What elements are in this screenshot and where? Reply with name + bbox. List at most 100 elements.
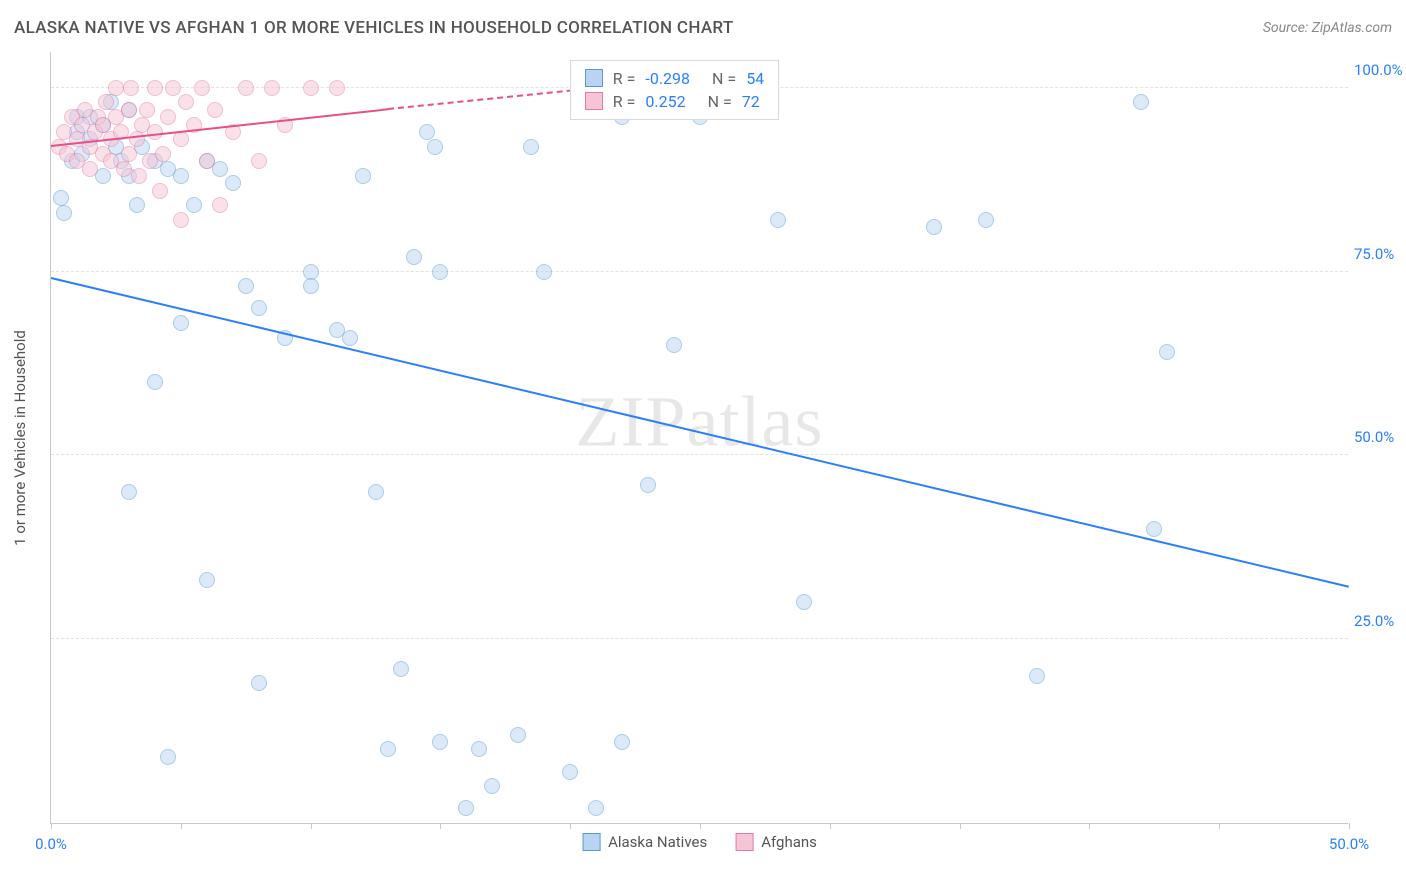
x-tick	[1349, 823, 1350, 829]
data-point	[56, 205, 72, 221]
x-tick	[181, 823, 182, 829]
gridline	[51, 271, 1348, 272]
data-point	[303, 278, 319, 294]
data-point	[131, 168, 147, 184]
data-point	[303, 80, 319, 96]
data-point	[147, 374, 163, 390]
data-point	[1146, 521, 1162, 537]
data-point	[406, 249, 422, 265]
data-point	[588, 800, 604, 816]
data-point	[82, 161, 98, 177]
regression-line	[51, 277, 1349, 588]
data-point	[562, 764, 578, 780]
data-point	[129, 131, 145, 147]
data-point	[484, 778, 500, 794]
data-point	[116, 161, 132, 177]
data-point	[160, 749, 176, 765]
legend-label: Afghans	[761, 833, 817, 851]
data-point	[393, 661, 409, 677]
stats-row: R = 0.252N = 72	[585, 90, 764, 113]
data-point	[251, 675, 267, 691]
data-point	[212, 197, 228, 213]
x-tick	[960, 823, 961, 829]
data-point	[432, 734, 448, 750]
x-tick	[1089, 823, 1090, 829]
x-tick	[700, 823, 701, 829]
stat-n-label: N =	[708, 92, 732, 111]
data-point	[147, 124, 163, 140]
data-point	[432, 264, 448, 280]
data-point	[186, 197, 202, 213]
x-tick	[51, 823, 52, 829]
legend-item: Afghans	[735, 833, 817, 851]
data-point	[264, 80, 280, 96]
data-point	[129, 197, 145, 213]
data-point	[173, 212, 189, 228]
data-point	[173, 168, 189, 184]
stat-n-value: 72	[742, 92, 760, 111]
data-point	[225, 175, 241, 191]
stat-r-value: -0.298	[645, 69, 690, 88]
data-point	[978, 212, 994, 228]
data-point	[510, 727, 526, 743]
data-point	[926, 219, 942, 235]
data-point	[199, 572, 215, 588]
x-tick	[1219, 823, 1220, 829]
stats-row: R = -0.298 N = 54	[585, 67, 764, 90]
data-point	[1133, 94, 1149, 110]
data-point	[458, 800, 474, 816]
data-point	[178, 94, 194, 110]
stat-r-label: R =	[613, 69, 636, 88]
data-point	[147, 80, 163, 96]
data-point	[536, 264, 552, 280]
source-label: Source: ZipAtlas.com	[1263, 20, 1392, 36]
data-point	[165, 80, 181, 96]
data-point	[342, 330, 358, 346]
stat-n-label: N =	[712, 69, 736, 88]
data-point	[121, 484, 137, 500]
y-tick-label: 100.0%	[1354, 61, 1406, 79]
data-point	[139, 102, 155, 118]
data-point	[251, 300, 267, 316]
bottom-legend: Alaska Natives Afghans	[582, 833, 817, 851]
data-point	[471, 741, 487, 757]
data-point	[303, 264, 319, 280]
data-point	[238, 80, 254, 96]
data-point	[160, 109, 176, 125]
y-tick-label: 25.0%	[1354, 612, 1406, 630]
data-point	[640, 477, 656, 493]
data-point	[427, 139, 443, 155]
data-point	[368, 484, 384, 500]
data-point	[123, 80, 139, 96]
stat-n-value: 54	[746, 69, 764, 88]
scatter-plot: ZIPatlas 25.0%50.0%75.0%100.0%0.0%50.0%R…	[50, 52, 1348, 824]
data-point	[108, 80, 124, 96]
legend-label: Alaska Natives	[608, 833, 707, 851]
x-tick-label: 0.0%	[35, 835, 67, 853]
data-point	[194, 80, 210, 96]
plot-area: 1 or more Vehicles in Household ZIPatlas…	[50, 52, 1348, 824]
data-point	[238, 278, 254, 294]
y-tick-label: 75.0%	[1354, 245, 1406, 263]
legend-swatch	[582, 833, 600, 851]
data-point	[152, 183, 168, 199]
x-tick	[570, 823, 571, 829]
data-point	[666, 337, 682, 353]
data-point	[1159, 344, 1175, 360]
x-tick	[440, 823, 441, 829]
data-point	[796, 594, 812, 610]
x-tick-label: 50.0%	[1329, 835, 1369, 853]
x-tick	[311, 823, 312, 829]
legend-swatch	[585, 69, 603, 87]
data-point	[98, 94, 114, 110]
data-point	[173, 131, 189, 147]
data-point	[770, 212, 786, 228]
data-point	[53, 190, 69, 206]
data-point	[355, 168, 371, 184]
data-point	[121, 102, 137, 118]
gridline	[51, 638, 1348, 639]
title-bar: ALASKA NATIVE VS AFGHAN 1 OR MORE VEHICL…	[14, 18, 1392, 38]
data-point	[121, 146, 137, 162]
stat-r-value: 0.252	[645, 92, 685, 111]
data-point	[207, 102, 223, 118]
